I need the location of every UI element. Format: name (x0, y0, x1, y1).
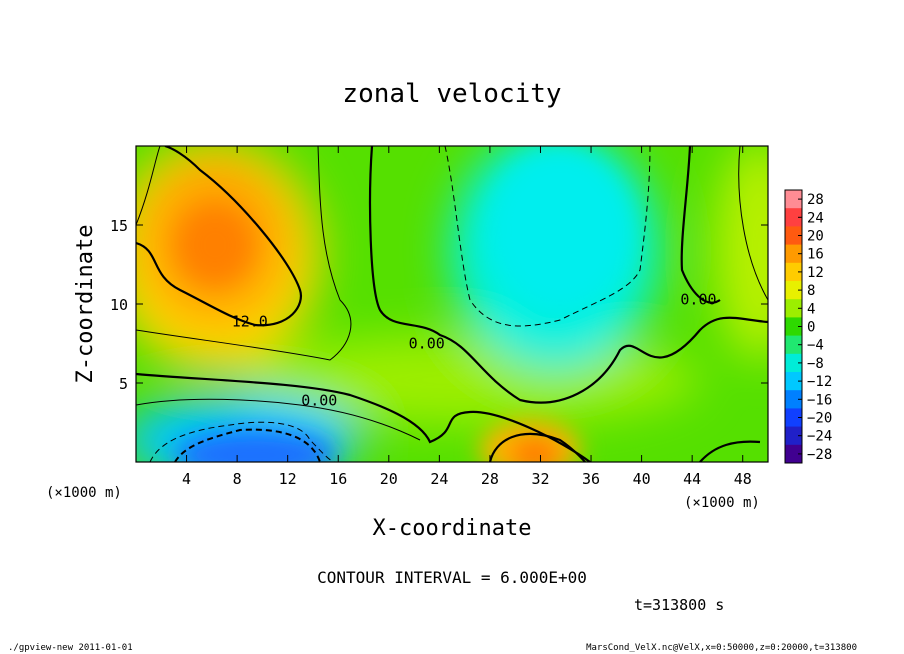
colorbar-swatch (785, 390, 802, 409)
colorbar-label: −4 (807, 338, 824, 354)
x-tick-label: 8 (233, 470, 242, 488)
colorbar-label: −8 (807, 356, 824, 372)
contour-6-thin-lower (136, 398, 421, 441)
x-tick-label: 36 (582, 470, 600, 488)
x-tick-label: 20 (380, 470, 398, 488)
colorbar-swatch (785, 299, 802, 318)
y-unit-label: (×1000 m) (46, 485, 122, 501)
region-lower-mid-core (510, 437, 560, 462)
contour-0-lower-right (699, 440, 761, 462)
colorbar-label: 20 (807, 229, 824, 245)
x-tick-label: 48 (734, 470, 752, 488)
contour-minus6-dashed-upper (444, 146, 651, 327)
colorbar-swatch (785, 226, 802, 246)
colorbar-swatch (785, 281, 802, 300)
x-axis-label: X-coordinate (373, 516, 532, 541)
contour-6-thin-upper (136, 146, 352, 361)
x-tick-label: 24 (430, 470, 448, 488)
colorbar-label: 0 (807, 320, 815, 336)
x-tick-label: 12 (279, 470, 297, 488)
contour-minus12-dashed (174, 428, 321, 462)
y-tick-label: 10 (110, 296, 128, 314)
colorbar-label: 24 (807, 210, 824, 226)
colorbar-label: −24 (807, 429, 832, 445)
x-tick-label: 16 (329, 470, 347, 488)
heatmap-field: 12.0 0.00 0.00 0.00 (136, 146, 768, 462)
colorbar-swatch (785, 335, 802, 355)
contour-0-long (136, 372, 591, 462)
x-tick-label: 40 (633, 470, 651, 488)
colorbar-swatch (785, 190, 802, 209)
region-right-edge-yellowgreen (715, 146, 768, 360)
colorbar-swatch (785, 262, 802, 282)
region-lower-left-blue (175, 430, 335, 462)
plot-area: 12.00.000.000.00 4 8 12 16 20 24 28 32 36 40 44 48 … (110, 145, 769, 488)
contour-labels: 12.0 0.00 0.00 0.00 (232, 290, 717, 409)
contour-lines (136, 146, 768, 462)
x-tick-label: 4 (182, 470, 191, 488)
colorbar-swatch (785, 317, 802, 337)
colorbar-label: −16 (807, 392, 832, 408)
contour-label: 0.00 (680, 290, 716, 308)
region-upper-left-core (177, 205, 253, 285)
colorbar-swatch (785, 372, 802, 391)
x-tick-label: 44 (683, 470, 701, 488)
contour-12-upper-left (136, 146, 303, 327)
contour-6-thin-left (136, 146, 161, 226)
contour-label: 12.0 (232, 312, 268, 330)
colorbar-swatch (785, 353, 802, 373)
contour-6-thin-right (738, 146, 768, 301)
colorbar-label: 4 (807, 301, 815, 317)
colorbar-swatch (785, 208, 802, 227)
contour-0-middle (368, 146, 768, 404)
time-text: t=313800 s (634, 596, 724, 614)
colorbar-swatch (785, 244, 802, 264)
contour-0-right (680, 146, 721, 304)
x-tick-marks: 4 8 12 16 20 24 28 32 36 40 44 48 (182, 146, 752, 488)
y-axis-label: Z-coordinate (73, 225, 98, 384)
contour-minus6-dashed-lower (149, 421, 336, 462)
contour-12-lower-mid (488, 432, 586, 462)
colorbar-swatch (785, 408, 802, 428)
colorbar-label: 8 (807, 283, 815, 299)
contour-label: 0.00 (409, 335, 445, 353)
y-tick-marks: 5 10 15 (110, 217, 768, 393)
x-tick-label: 32 (531, 470, 549, 488)
region-upper-mid-cyan-core (490, 150, 630, 310)
y-tick-label: 5 (119, 375, 128, 393)
colorbar-label: −20 (807, 411, 832, 427)
colorbar-swatch (785, 444, 802, 464)
colorbar-label: 12 (807, 265, 824, 281)
contour-interval-text: CONTOUR INTERVAL = 6.000E+00 (317, 568, 587, 587)
colorbar: 28 24 20 16 12 8 4 0 −4 −8 −12 −16 −20 −24 −28 (784, 189, 832, 464)
footer-right: MarsCond_VelX.nc@VelX,x=0:50000,z=0:2000… (586, 643, 857, 653)
x-tick-label: 28 (481, 470, 499, 488)
colorbar-label: −28 (807, 447, 832, 463)
colorbar-label: 28 (807, 192, 824, 208)
chart-title: zonal velocity (342, 79, 561, 109)
x-unit-label: (×1000 m) (684, 495, 760, 511)
footer-left: ./gpview-new 2011-01-01 (8, 643, 133, 653)
colorbar-label: −12 (807, 374, 832, 390)
contour-label: 0.00 (301, 391, 337, 409)
colorbar-swatch (785, 426, 802, 446)
colorbar-label: 16 (807, 247, 824, 263)
y-tick-label: 15 (110, 217, 128, 235)
